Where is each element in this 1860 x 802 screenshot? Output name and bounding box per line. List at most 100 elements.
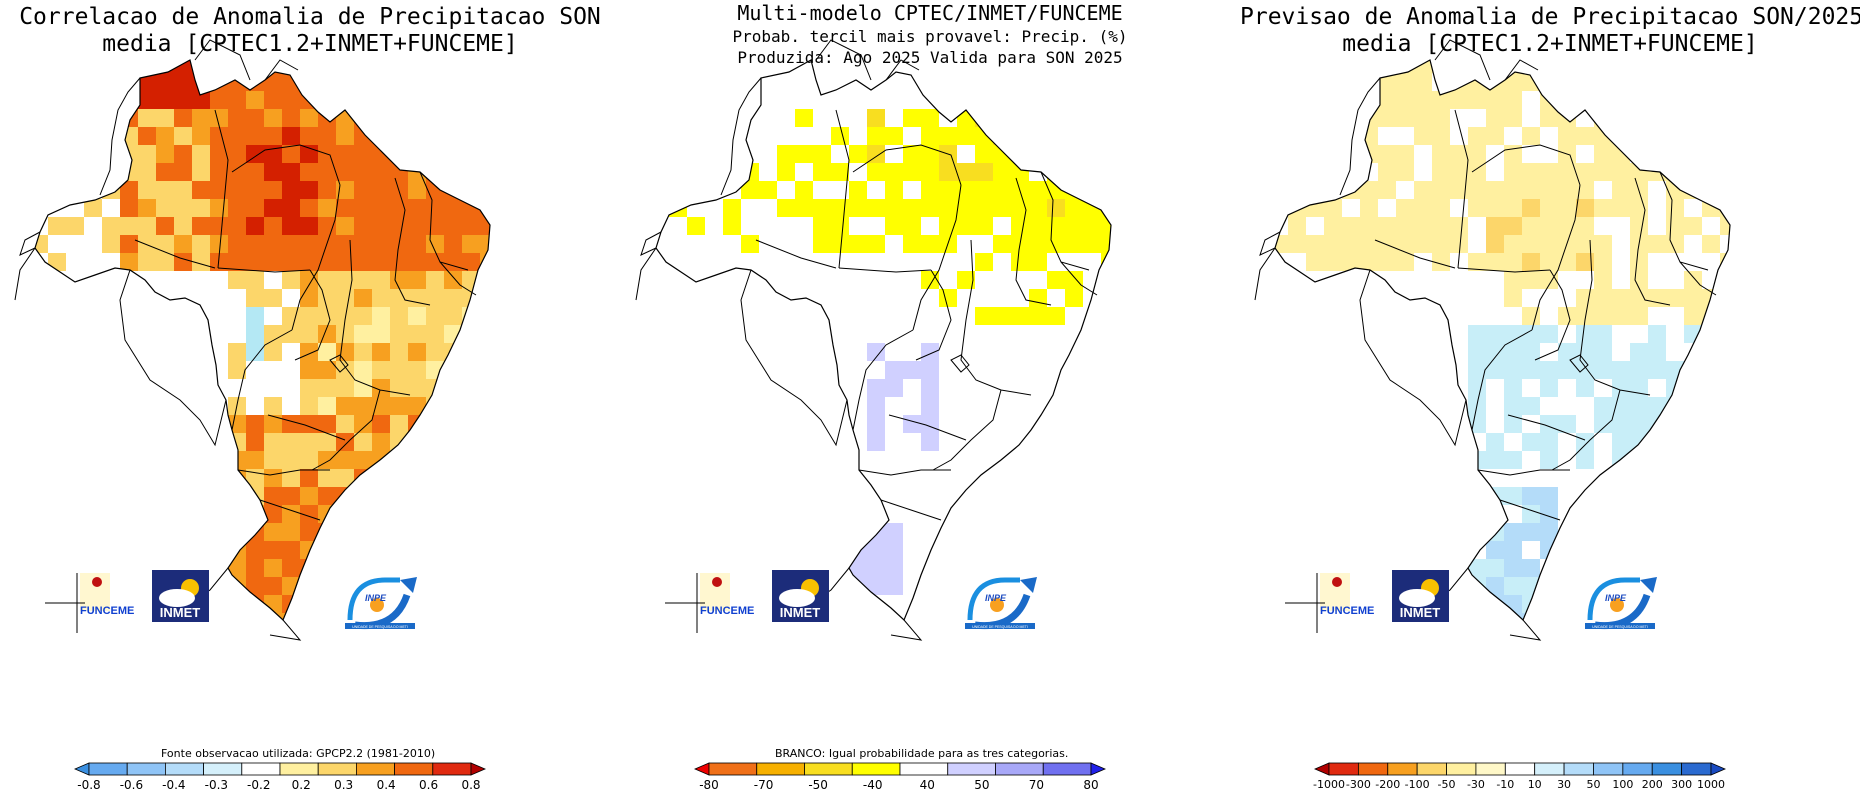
colorbar-tick-label: -0.4 bbox=[162, 778, 186, 792]
correlation-panel: Correlacao de Anomalia de Precipitacao S… bbox=[0, 0, 620, 802]
inpe-subtitle: UNIDADE DE PESQUISA DO METI bbox=[972, 625, 1028, 629]
colorbar-swatch bbox=[241, 762, 281, 776]
colorbar-tick-label: -40 bbox=[862, 778, 883, 792]
colorbar-tick-label: 50 bbox=[974, 778, 990, 792]
funceme-logo-text: FUNCEME bbox=[80, 605, 134, 617]
inmet-logo-text: INMET bbox=[780, 605, 821, 620]
colorbar-tick-label: -0.3 bbox=[204, 778, 229, 792]
colorbar-tick-label: -50 bbox=[808, 778, 828, 792]
colorbar-swatch bbox=[1357, 762, 1389, 776]
colorbar-swatch bbox=[394, 762, 434, 776]
colorbar-swatch bbox=[708, 762, 758, 776]
correlation-map: FUNCEME INMET INPE UNIDADE DE PESQUISA DO M… bbox=[14, 39, 491, 776]
colorbar-tick-label: -30 bbox=[1466, 778, 1485, 791]
colorbar-swatch bbox=[1563, 762, 1594, 776]
colorbar-swatch bbox=[1446, 762, 1477, 776]
colorbar-swatch bbox=[203, 762, 243, 776]
colorbar-tick-label: 40 bbox=[919, 778, 935, 792]
colorbar-tick-label: 0.3 bbox=[334, 778, 354, 792]
colorbar-tick-label: -300 bbox=[1345, 778, 1371, 791]
funceme-logo-text: FUNCEME bbox=[1320, 605, 1374, 617]
colorbar-tick-label: -50 bbox=[1437, 778, 1456, 791]
colorbar-tick-label: -0.2 bbox=[247, 778, 271, 792]
colorbar-swatch bbox=[1042, 762, 1092, 776]
colorbar-tick-label: 0.8 bbox=[461, 778, 481, 792]
colorbar-swatch bbox=[1593, 762, 1624, 776]
colorbar-swatch bbox=[164, 762, 204, 776]
colorbar bbox=[73, 762, 487, 776]
inpe-subtitle: UNIDADE DE PESQUISA DO METI bbox=[352, 625, 408, 629]
inpe-logo-text: INPE bbox=[985, 593, 1007, 603]
funceme-logo-text: FUNCEME bbox=[700, 605, 754, 617]
panel-title-line1: Multi-modelo CPTEC/INMET/FUNCEME bbox=[737, 1, 1123, 25]
anomaly-forecast-panel: Previsao de Anomalia de Precipitacao SON… bbox=[1240, 0, 1860, 802]
colorbar-swatch bbox=[432, 762, 472, 776]
colorbar-swatch bbox=[1313, 762, 1330, 776]
panel-title-line1: Correlacao de Anomalia de Precipitacao S… bbox=[19, 4, 601, 30]
colorbar-swatch bbox=[851, 762, 901, 776]
colorbar-swatch bbox=[995, 762, 1044, 776]
inpe-subtitle: UNIDADE DE PESQUISA DO METI bbox=[1592, 625, 1648, 629]
colorbar-swatch bbox=[899, 762, 949, 776]
colorbar-swatch bbox=[355, 762, 395, 776]
colorbar-tick-label: 0.2 bbox=[291, 778, 311, 792]
colorbar-tick-label: 0.6 bbox=[419, 778, 439, 792]
multimodel-probability-panel: Multi-modelo CPTEC/INMET/FUNCEME Probab.… bbox=[620, 0, 1240, 802]
source-note: Fonte observacao utilizada: GPCP2.2 (198… bbox=[161, 747, 436, 760]
colorbar-tick-label: 70 bbox=[1028, 778, 1045, 792]
inmet-logo-text: INMET bbox=[1400, 605, 1441, 620]
colorbar-swatch bbox=[1387, 762, 1418, 776]
colorbar-swatch bbox=[1651, 762, 1683, 776]
colorbar-tick-label: 10 bbox=[1527, 778, 1542, 791]
colorbar-tick-label: 30 bbox=[1557, 778, 1572, 791]
colorbar-tick-label: 80 bbox=[1083, 778, 1099, 792]
colorbar-swatch bbox=[1622, 762, 1653, 776]
colorbar-tick-label: -80 bbox=[699, 778, 719, 792]
colorbar-tick-label: 100 bbox=[1612, 778, 1634, 791]
colorbar-tick-label: -200 bbox=[1375, 778, 1401, 791]
panel-title-line2: media [CPTEC1.2+INMET+FUNCEME] bbox=[1342, 31, 1758, 57]
colorbar-swatch bbox=[756, 762, 805, 776]
probability-map: FUNCEME INMET INPE UNIDADE DE PESQUISA DO M… bbox=[635, 39, 1112, 776]
colorbar-swatch bbox=[693, 762, 710, 776]
colorbar-tick-label: 50 bbox=[1586, 778, 1601, 791]
logo-area: FUNCEME INMET INPE UNIDADE DE PESQUISA DO M… bbox=[1285, 570, 1657, 633]
colorbar-swatch bbox=[317, 762, 357, 776]
colorbar-swatch bbox=[1090, 762, 1107, 776]
colorbar-swatch bbox=[1710, 762, 1727, 776]
white-note: BRANCO: Igual probabilidade para as tres… bbox=[775, 747, 1069, 760]
colorbar-swatch bbox=[1681, 762, 1712, 776]
colorbar-tick-label: -0.8 bbox=[77, 778, 101, 792]
colorbar-swatch bbox=[1475, 762, 1506, 776]
colorbar bbox=[693, 762, 1107, 776]
colorbar-swatch bbox=[279, 762, 319, 776]
colorbar-tick-label: -70 bbox=[753, 778, 774, 792]
colorbar-swatch bbox=[1416, 762, 1447, 776]
inmet-logo-text: INMET bbox=[160, 605, 201, 620]
colorbar-tick-label: -100 bbox=[1404, 778, 1430, 791]
colorbar-swatch bbox=[804, 762, 853, 776]
anomaly-map: FUNCEME INMET INPE UNIDADE DE PESQUISA DO M… bbox=[1254, 39, 1731, 776]
colorbar-swatch bbox=[88, 762, 128, 776]
panel-title-line2: media [CPTEC1.2+INMET+FUNCEME] bbox=[102, 31, 518, 57]
colorbar-swatch bbox=[126, 762, 166, 776]
colorbar-tick-label: -0.6 bbox=[119, 778, 144, 792]
panel-title-line3: Produzida: Ago 2025 Valida para SON 2025 bbox=[737, 48, 1123, 67]
logo-area: FUNCEME INMET INPE UNIDADE DE PESQUISA DO M… bbox=[665, 570, 1037, 633]
colorbar-tick-label: 1000 bbox=[1697, 778, 1725, 791]
inpe-logo-text: INPE bbox=[365, 593, 387, 603]
colorbar-swatch bbox=[1534, 762, 1565, 776]
colorbar-tick-label: 0.4 bbox=[376, 778, 396, 792]
colorbar-swatch bbox=[73, 762, 90, 776]
colorbar-swatch bbox=[1504, 762, 1536, 776]
inpe-logo-text: INPE bbox=[1605, 593, 1627, 603]
colorbar-tick-label: 200 bbox=[1641, 778, 1663, 791]
colorbar-tick-label: -10 bbox=[1496, 778, 1515, 791]
colorbar-swatch bbox=[1328, 762, 1359, 776]
colorbar-tick-label: 300 bbox=[1671, 778, 1693, 791]
panel-title-line1: Previsao de Anomalia de Precipitacao SON… bbox=[1240, 4, 1860, 30]
colorbar-swatch bbox=[470, 762, 487, 776]
colorbar-tick-label: -1000 bbox=[1313, 778, 1345, 791]
colorbar bbox=[1313, 762, 1727, 776]
logo-area: FUNCEME INMET INPE UNIDADE DE PESQUISA DO M… bbox=[45, 570, 417, 633]
